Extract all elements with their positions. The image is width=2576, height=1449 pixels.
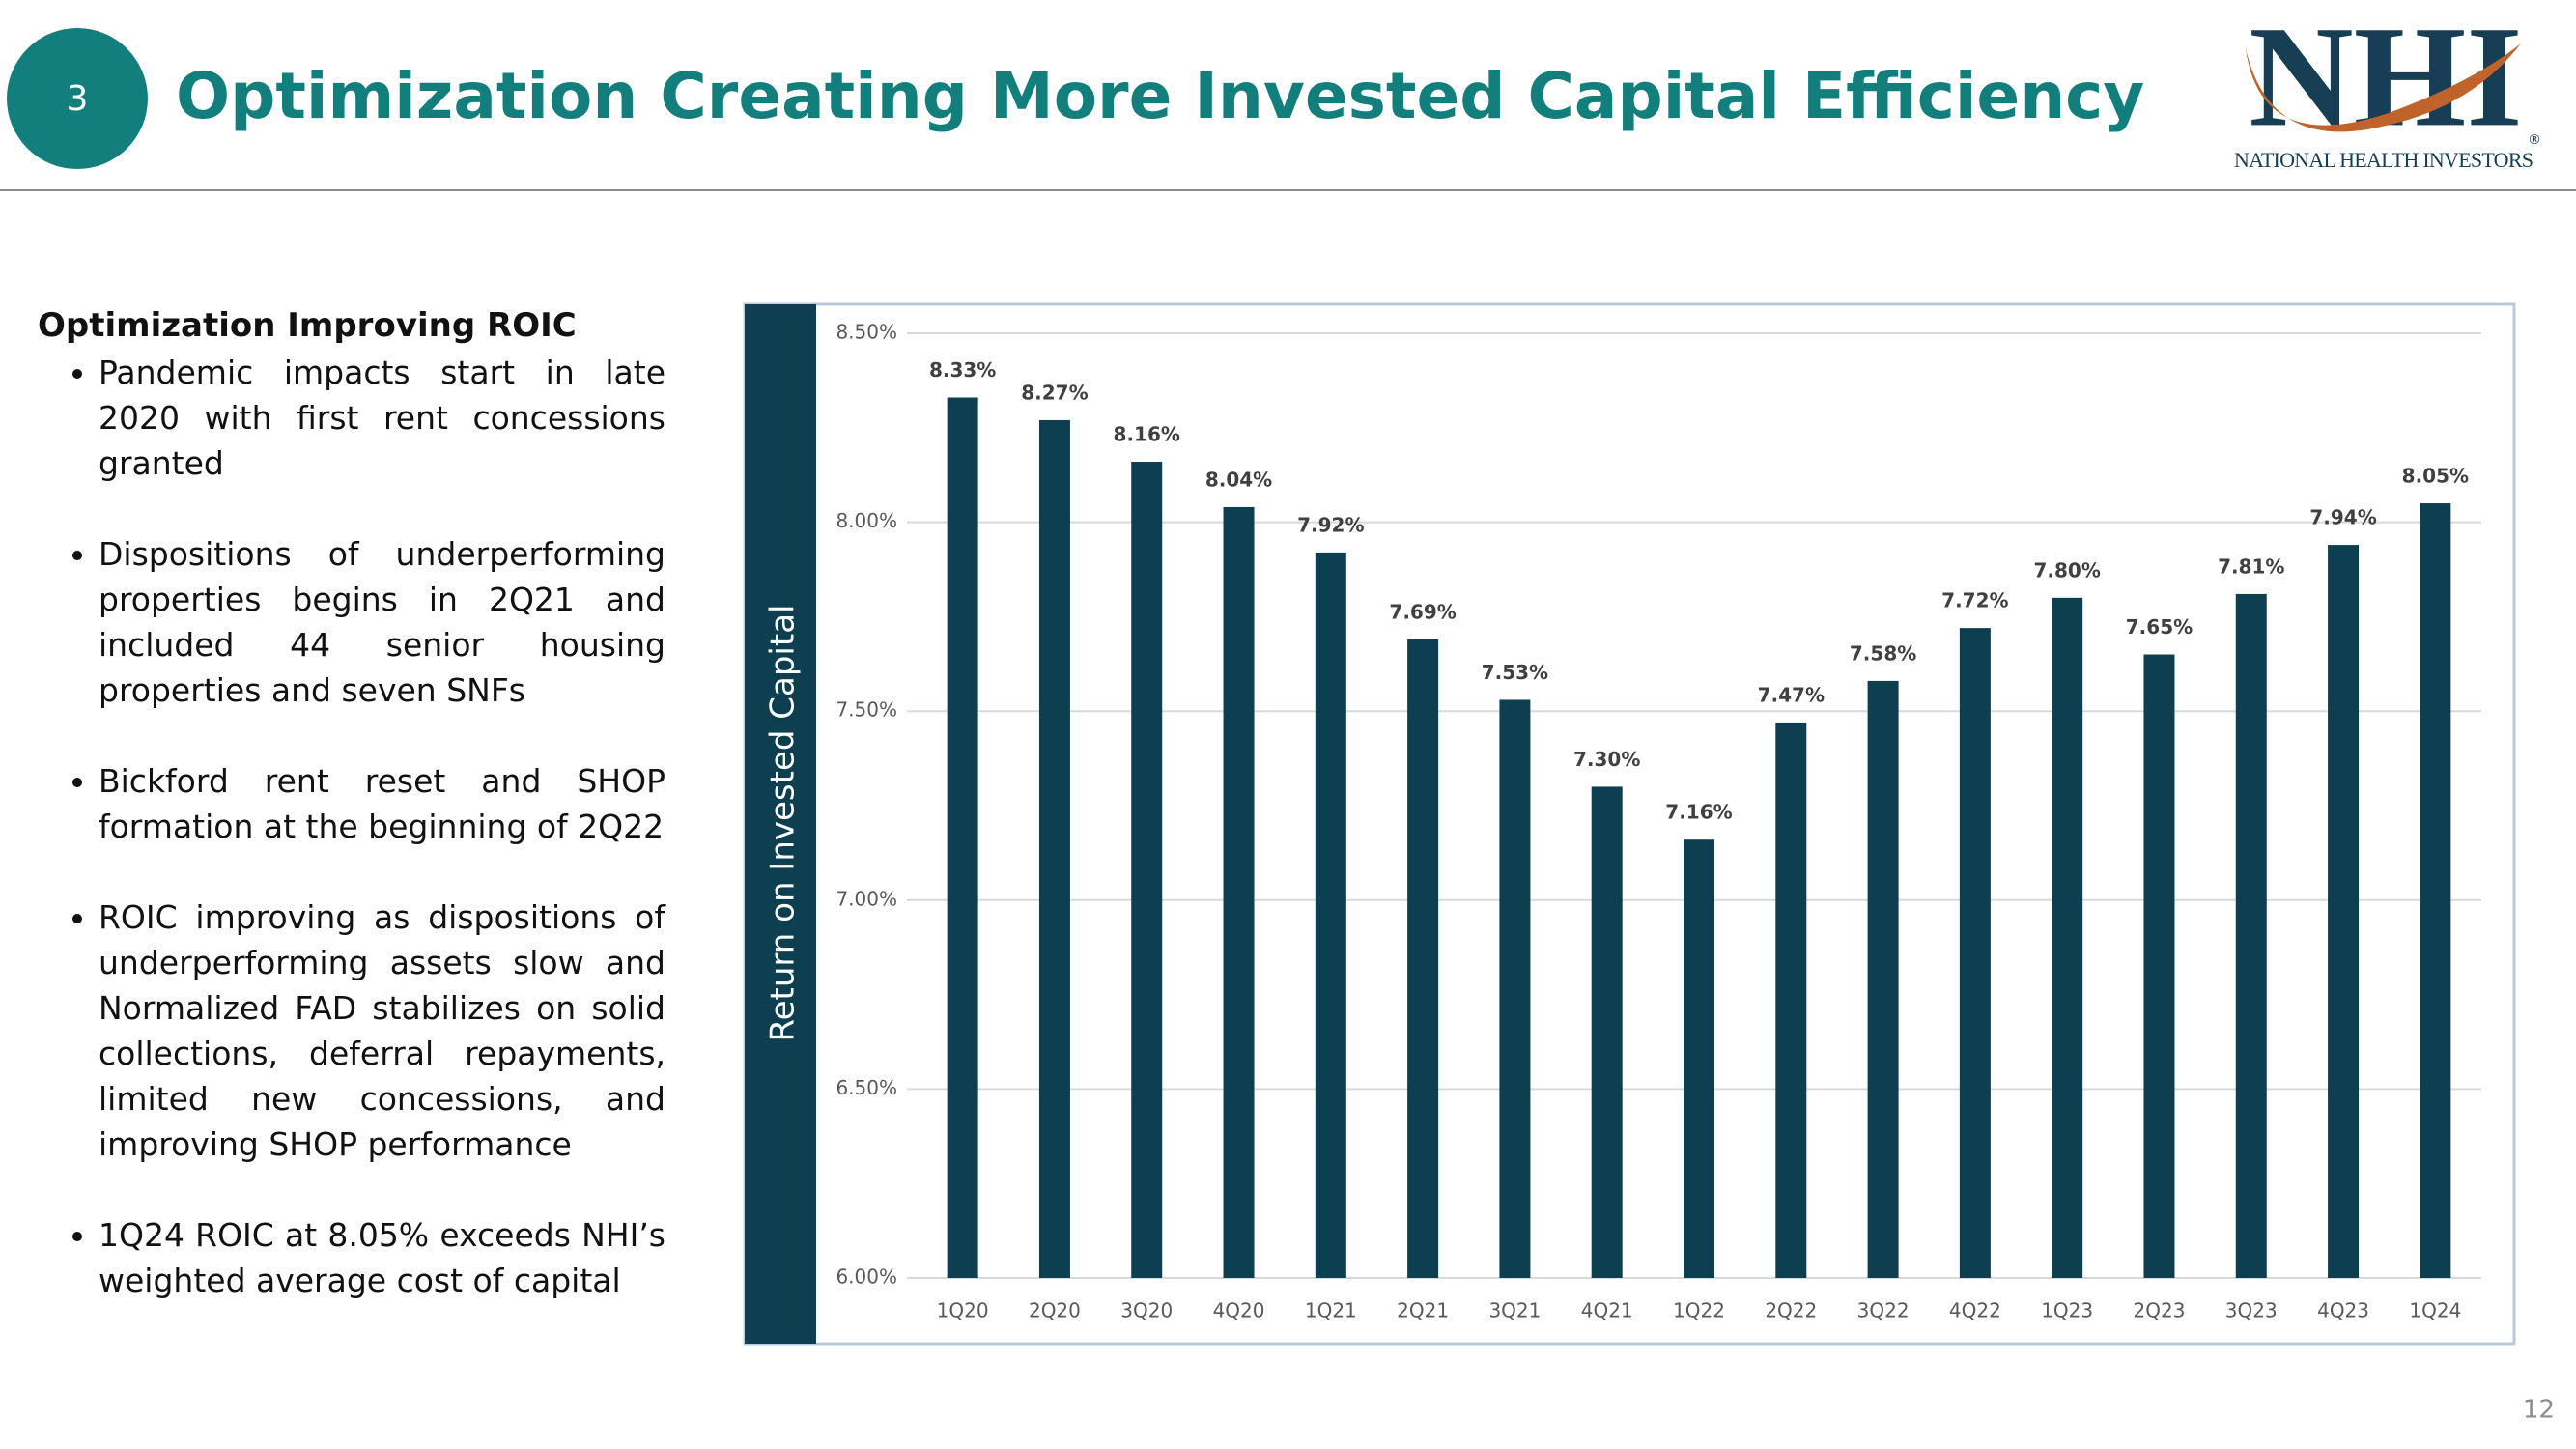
bar [2420,503,2451,1278]
bullet: ROIC improving as dispositions of underp… [99,895,665,1167]
x-tick-label: 3Q21 [1488,1299,1541,1322]
data-label: 7.81% [2218,554,2284,578]
data-label: 8.33% [929,358,996,382]
x-tick-label: 3Q20 [1120,1299,1173,1322]
x-tick-label: 2Q21 [1397,1299,1449,1322]
x-tick-label: 1Q23 [2041,1299,2093,1322]
bar [1775,722,1807,1278]
x-tick-label: 4Q22 [1949,1299,2001,1322]
y-tick-label: 7.00% [835,887,897,910]
bullet: 1Q24 ROIC at 8.05% exceeds NHI’s weighte… [99,1212,665,1303]
data-label: 7.69% [1389,600,1456,623]
data-label: 7.72% [1941,589,2008,612]
data-label: 8.05% [2402,465,2469,488]
slide-title: Optimization Creating More Invested Capi… [176,59,2144,133]
x-tick-label: 3Q23 [2225,1299,2278,1322]
sidebar-heading: Optimization Improving ROIC [38,306,577,345]
x-tick-label: 4Q21 [1581,1299,1633,1322]
logo-swoosh [2246,43,2521,132]
slide-number: 3 [67,79,89,119]
number-badge [7,28,148,169]
data-label: 7.58% [1850,641,1916,665]
x-tick-label: 2Q22 [1765,1299,1817,1322]
bar [1407,639,1439,1278]
bar [1591,786,1623,1278]
header: 3 Optimization Creating More Invested Ca… [0,0,2576,191]
y-tick-label: 8.00% [835,509,897,532]
x-tick-label: 3Q22 [1857,1299,1910,1322]
bar [1038,419,1070,1278]
data-label: 7.92% [1297,513,1364,536]
bar [1223,506,1255,1278]
logo-subtitle: NATIONAL HEALTH INVESTORS [2234,148,2534,172]
sidebar: Optimization Improving ROIC Pandemic imp… [38,301,665,1349]
bullet: Pandemic impacts start in late 2020 with… [99,350,665,486]
y-tick-label: 6.50% [835,1076,897,1099]
y-tick-label: 6.00% [835,1265,897,1289]
data-label: 7.65% [2126,615,2193,639]
bar [1131,462,1163,1278]
bullet: Dispositions of underperforming properti… [99,531,665,713]
bar [947,397,978,1278]
bar [1959,628,1991,1278]
bar [1499,699,1531,1278]
x-tick-label: 4Q20 [1213,1299,1265,1322]
y-tick-label: 7.50% [835,698,897,722]
x-tick-label: 2Q23 [2134,1299,2186,1322]
bar [1684,839,1714,1278]
x-tick-label: 2Q20 [1029,1299,1081,1322]
y-axis-label: Return on Invested Capital [764,605,803,1042]
data-label: 7.30% [1573,748,1640,771]
bar [2328,545,2360,1278]
data-label: 7.16% [1665,801,1732,824]
bullet: Bickford rent reset and SHOP formation a… [99,758,665,849]
bar [2235,593,2267,1278]
data-label: 7.94% [2309,506,2376,529]
y-tick-label: 8.50% [835,321,897,344]
page-number: 12 [2523,1396,2555,1425]
x-tick-label: 1Q22 [1673,1299,1725,1322]
data-label: 8.27% [1021,381,1088,404]
axis-band [745,304,816,1344]
data-label: 8.04% [1205,468,1272,491]
data-label: 7.47% [1758,683,1825,706]
x-tick-label: 1Q21 [1305,1299,1357,1322]
logo-mark: ® [2528,132,2541,148]
bar [2052,597,2083,1278]
bar [1315,552,1346,1278]
x-tick-label: 1Q20 [937,1299,989,1322]
data-label: 8.16% [1114,423,1180,446]
bar [1867,680,1899,1278]
bullet-list: Pandemic impacts start in late 2020 with… [38,350,665,1303]
x-tick-label: 4Q23 [2317,1299,2369,1322]
data-label: 7.80% [2033,558,2100,582]
x-tick-label: 1Q24 [2409,1299,2461,1322]
data-label: 7.53% [1482,661,1548,684]
bar [2143,654,2175,1278]
